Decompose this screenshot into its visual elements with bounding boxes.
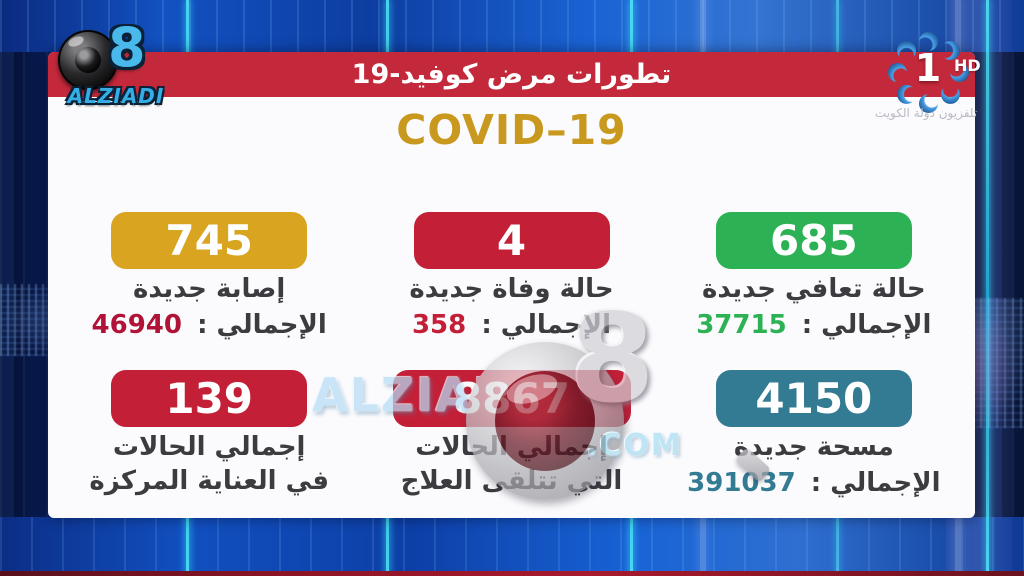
recovered-total-line: الإجمالي : 37715 — [663, 309, 965, 343]
total-label: الإجمالي : — [197, 309, 327, 340]
stat-cell-deaths-new: 4 حالة وفاة جديدة الإجمالي : 358 — [360, 204, 662, 362]
channel-number: 1 — [914, 46, 942, 90]
covid19-title: COVID–19 — [396, 106, 627, 154]
deaths-total-value: 358 — [411, 309, 467, 340]
background-top-band — [0, 0, 1024, 52]
swabs-new-label: مسحة جديدة — [733, 432, 894, 462]
crescent-flower-icon: 1 — [884, 28, 972, 116]
stat-cell-swabs-new: 4150 مسحة جديدة الإجمالي : 391037 — [663, 362, 965, 501]
recovered-total-value: 37715 — [696, 309, 787, 340]
deaths-new-badge: 4 — [413, 212, 610, 269]
swabs-total-value: 391037 — [687, 467, 796, 498]
cases-new-badge: 745 — [111, 212, 308, 269]
under-treatment-value: 8867 — [453, 373, 570, 423]
stats-panel: تطورات مرض كوفيد-19 COVID–19 685 حالة تع… — [48, 52, 975, 518]
total-label: الإجمالي : — [481, 309, 612, 340]
swabs-total-line: الإجمالي : 391037 — [663, 467, 965, 501]
recovered-new-value: 685 — [770, 215, 858, 265]
stat-cell-under-treatment: 8867 إجمالي الحالات التي تتلقى العلاج — [360, 362, 662, 501]
q8-logo-digit: 8 — [108, 16, 146, 79]
background-bottom-band — [0, 517, 1024, 576]
stat-cell-cases-new: 745 إصابة جديدة الإجمالي : 46940 — [58, 204, 360, 362]
under-treatment-badge: 8867 — [392, 370, 631, 427]
hd-badge: HD — [954, 56, 981, 75]
deaths-new-label: حالة وفاة جديدة — [409, 274, 614, 304]
kuwait-tv1-logo: 1 HD تلفزيون دولة الكويت — [870, 26, 984, 134]
swabs-new-badge: 4150 — [715, 370, 912, 427]
icu-label-2: في العناية المركزة — [89, 465, 329, 496]
under-treatment-label-1: إجمالي الحالات — [415, 432, 608, 462]
deaths-total-line: الإجمالي : 358 — [360, 309, 662, 343]
icu-badge: 139 — [111, 370, 308, 427]
stat-cell-icu: 139 إجمالي الحالات في العناية المركزة — [58, 362, 360, 501]
stats-grid: 685 حالة تعافي جديدة الإجمالي : 37715 4 … — [58, 204, 965, 501]
cases-total-value: 46940 — [91, 309, 182, 340]
camera-lens-icon — [58, 30, 118, 90]
background-streak — [986, 0, 989, 576]
q8-alziadi-logo: 8 ALZIADI — [52, 16, 180, 108]
icu-label-1: إجمالي الحالات — [112, 432, 306, 462]
recovered-new-badge: 685 — [715, 212, 912, 269]
total-label: الإجمالي : — [801, 309, 932, 340]
panel-header-title: تطورات مرض كوفيد-19 — [351, 59, 672, 90]
q8-logo-wordmark: ALZIADI — [67, 84, 165, 108]
swabs-new-value: 4150 — [755, 373, 873, 423]
bottom-red-strip — [0, 571, 1024, 576]
cases-new-value: 745 — [165, 215, 254, 265]
icu-value: 139 — [165, 373, 254, 423]
stat-cell-recovered-new: 685 حالة تعافي جديدة الإجمالي : 37715 — [663, 204, 965, 362]
deaths-new-value: 4 — [496, 215, 527, 265]
panel-header-bar: تطورات مرض كوفيد-19 — [48, 52, 975, 97]
cases-new-label: إصابة جديدة — [133, 274, 286, 304]
total-label: الإجمالي : — [810, 467, 941, 498]
recovered-new-label: حالة تعافي جديدة — [702, 274, 926, 304]
cases-total-line: الإجمالي : 46940 — [58, 309, 360, 343]
kuwait-tv-calligraphy: تلفزيون دولة الكويت — [874, 106, 978, 120]
under-treatment-label-2: التي تتلقى العلاج — [400, 465, 623, 496]
